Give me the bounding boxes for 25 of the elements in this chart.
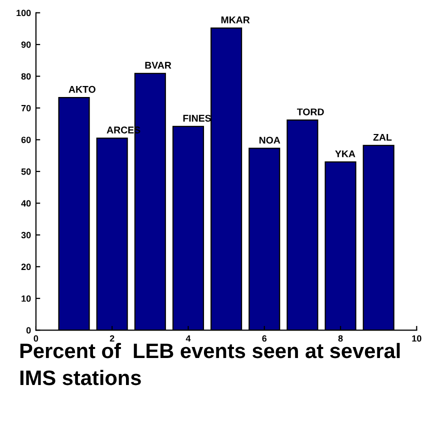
annotation: YKA bbox=[335, 150, 356, 158]
y-tick-label: 20 bbox=[21, 264, 31, 270]
y-tick-label: 60 bbox=[21, 136, 31, 144]
y-tick-label: 70 bbox=[21, 104, 31, 112]
x-tick-label: 2 bbox=[110, 335, 114, 342]
y-tick-label: 50 bbox=[21, 168, 31, 175]
y-tick-label: 30 bbox=[21, 232, 31, 238]
x-tick-label: 8 bbox=[338, 335, 343, 342]
y-tick-label: 40 bbox=[21, 200, 31, 207]
y-tick-label: 80 bbox=[21, 73, 31, 80]
annotation: NOA bbox=[259, 136, 280, 144]
y-tick-label: 10 bbox=[22, 295, 31, 302]
y-tick-label: 0 bbox=[26, 327, 31, 334]
x-tick-label: 6 bbox=[262, 335, 267, 342]
annotation: ZAL bbox=[373, 134, 392, 141]
x-tick-label: 10 bbox=[412, 335, 422, 342]
x-tick-label: 0 bbox=[34, 335, 38, 342]
annotation: MKAR bbox=[221, 16, 250, 24]
annotation: BVAR bbox=[145, 62, 172, 69]
text: Percent of LEB events seen at several IMS stations bbox=[20, 342, 400, 386]
annotation: TORD bbox=[297, 108, 324, 116]
y-tick-label: 90 bbox=[21, 41, 31, 48]
y-tick-label: 100 bbox=[16, 10, 31, 16]
annotation: AKTO bbox=[68, 86, 96, 93]
x-tick-label: 4 bbox=[186, 335, 191, 342]
